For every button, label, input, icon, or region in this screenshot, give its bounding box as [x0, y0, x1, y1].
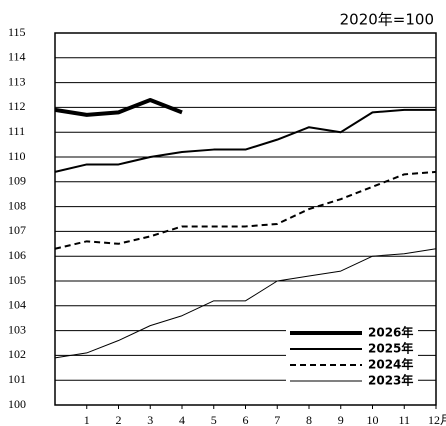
x-tick-label: 12月 — [428, 413, 446, 426]
x-tick-label: 8 — [306, 413, 312, 426]
annotation: 2020年=100 — [340, 11, 434, 29]
y-tick-label: 100 — [8, 397, 26, 411]
y-tick-label: 113 — [8, 74, 26, 88]
x-tick-label: 5 — [211, 413, 217, 426]
y-tick-label: 109 — [8, 174, 26, 188]
x-tick-label: 3 — [147, 413, 153, 426]
x-tick-label: 10 — [367, 413, 379, 426]
x-tick-label: 11 — [398, 413, 410, 426]
x-tick-label: 7 — [274, 413, 280, 426]
y-tick-label: 107 — [8, 223, 26, 237]
x-tick-label: 9 — [338, 413, 344, 426]
y-tick-label: 101 — [8, 372, 26, 386]
y-tick-label: 104 — [8, 298, 26, 312]
y-tick-label: 106 — [8, 248, 26, 262]
x-tick-label: 2 — [116, 413, 122, 426]
y-tick-label: 115 — [8, 25, 26, 39]
y-tick-label: 110 — [8, 149, 26, 163]
y-tick-label: 102 — [8, 347, 26, 361]
y-tick-label: 103 — [8, 322, 26, 336]
legend-label: 2026年 — [368, 325, 413, 340]
series-line — [54, 97, 183, 117]
legend-label: 2024年 — [368, 357, 413, 372]
plot-frame — [54, 32, 437, 406]
y-tick-label: 112 — [8, 99, 26, 113]
x-tick-label: 6 — [243, 413, 249, 426]
y-tick-label: 114 — [8, 50, 26, 64]
x-tick-label: 4 — [179, 413, 185, 426]
legend-box — [286, 325, 418, 389]
y-tick-label: 105 — [8, 273, 26, 287]
y-tick-label: 108 — [8, 198, 26, 212]
series-line — [54, 108, 436, 173]
series-line — [54, 248, 437, 359]
legend-label: 2025年 — [368, 341, 413, 356]
legend-label: 2023年 — [368, 373, 413, 388]
series-line — [54, 170, 437, 250]
x-tick-label: 1 — [84, 413, 90, 426]
y-tick-label: 111 — [8, 124, 25, 138]
